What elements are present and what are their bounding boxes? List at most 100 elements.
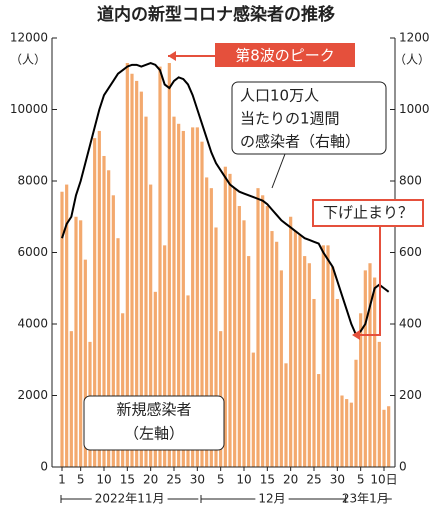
bar xyxy=(153,291,157,467)
line-label: の感染者（右軸） xyxy=(240,133,360,151)
bar xyxy=(275,241,279,467)
arrow-head xyxy=(352,330,360,340)
bar xyxy=(251,352,255,467)
bar xyxy=(312,298,316,467)
bar xyxy=(125,63,129,468)
bar xyxy=(368,263,372,467)
bar xyxy=(345,399,349,467)
annotations: 第8波のピーク 人口10万人 当たりの1週間 の感染者（右軸） 下げ止まり？ 新… xyxy=(83,43,424,451)
x-tick-label: 30 xyxy=(190,473,205,487)
x-tick-label: 25 xyxy=(166,473,181,487)
bar xyxy=(298,234,302,467)
bar xyxy=(377,341,381,467)
bar xyxy=(326,245,330,467)
bar xyxy=(265,206,269,467)
y-tick-label: 0 xyxy=(40,460,48,474)
bottom-out-label: 下げ止まり？ xyxy=(323,204,413,222)
bar-label: （左軸） xyxy=(124,425,184,443)
arrow-head xyxy=(168,51,176,61)
y-unit-right: （人） xyxy=(394,53,430,67)
bar xyxy=(79,220,83,467)
bar xyxy=(247,256,251,467)
bar xyxy=(97,130,101,467)
y2-tick-label: 800 xyxy=(399,174,422,188)
y-tick-label: 10000 xyxy=(10,102,48,116)
bar xyxy=(69,331,73,467)
bar xyxy=(60,191,64,467)
bar-label: 新規感染者 xyxy=(116,401,191,419)
bar xyxy=(121,313,125,467)
bar xyxy=(111,195,115,468)
bar xyxy=(349,402,353,467)
chart-title: 道内の新型コロナ感染者の推移 xyxy=(97,4,335,25)
x-tick-label: 30 xyxy=(330,473,345,487)
bar xyxy=(186,295,190,467)
bar xyxy=(167,63,171,468)
x-tick-label: 15 xyxy=(260,473,275,487)
x-tick-label: 1 xyxy=(58,473,66,487)
line xyxy=(61,61,390,337)
bar xyxy=(181,130,185,467)
bar xyxy=(139,91,143,467)
bar xyxy=(195,127,199,467)
x-tick-label: 20 xyxy=(143,473,158,487)
peak-box xyxy=(215,43,355,67)
bar xyxy=(340,395,344,467)
plot: 0 2000 4000 6000 8000 10000 12000 0 200 400 600 800… xyxy=(10,31,430,506)
leader-line xyxy=(271,153,286,189)
bar xyxy=(261,195,265,468)
peak-label: 第8波のピーク xyxy=(235,47,335,65)
bar xyxy=(102,155,106,467)
y-tick-label: 12000 xyxy=(10,31,48,45)
bar xyxy=(214,227,218,467)
bar xyxy=(135,80,139,468)
x-tick-label: 5 xyxy=(357,473,365,487)
bar xyxy=(303,256,307,467)
bottom-out-box xyxy=(312,199,424,227)
bar xyxy=(107,170,111,467)
x-tick-label: 10 xyxy=(236,473,251,487)
bar xyxy=(321,245,325,467)
bar xyxy=(284,363,288,467)
bar xyxy=(359,313,363,467)
line-label-box xyxy=(231,81,387,155)
bar xyxy=(382,409,386,467)
bar xyxy=(233,188,237,467)
bar xyxy=(373,277,377,467)
bar xyxy=(228,173,232,467)
bar xyxy=(65,184,69,467)
bar xyxy=(223,166,227,467)
y2-tick-label: 1200 xyxy=(399,31,430,45)
y2-tick-label: 0 xyxy=(399,460,407,474)
bar xyxy=(270,231,274,467)
bar xyxy=(205,177,209,468)
bar xyxy=(331,266,335,467)
bar xyxy=(149,184,153,467)
bar xyxy=(116,238,120,467)
bar xyxy=(144,116,148,468)
x-tick-label: 10日 xyxy=(370,473,397,487)
bar xyxy=(177,123,181,468)
bar xyxy=(307,263,311,467)
bar xyxy=(293,231,297,467)
y-tick-label: 4000 xyxy=(17,317,48,331)
y-tick-label: 8000 xyxy=(17,174,48,188)
bar-label-box xyxy=(83,395,225,451)
bottom-out-arrow xyxy=(356,226,381,336)
bar xyxy=(83,259,87,467)
bar xyxy=(335,298,339,467)
bar xyxy=(363,270,367,467)
x-tick-label: 15 xyxy=(120,473,135,487)
bar xyxy=(200,141,204,468)
bar xyxy=(130,73,134,467)
x-tick-label: 5 xyxy=(77,473,85,487)
x-group-label: 2022年11月 xyxy=(95,492,165,506)
bar xyxy=(209,188,213,467)
bar xyxy=(237,206,241,467)
y2-tick-label: 200 xyxy=(399,388,422,402)
line-label: 当たりの1週間 xyxy=(240,110,340,128)
bar xyxy=(242,220,246,467)
bar xyxy=(172,116,176,468)
bar xyxy=(317,374,321,467)
